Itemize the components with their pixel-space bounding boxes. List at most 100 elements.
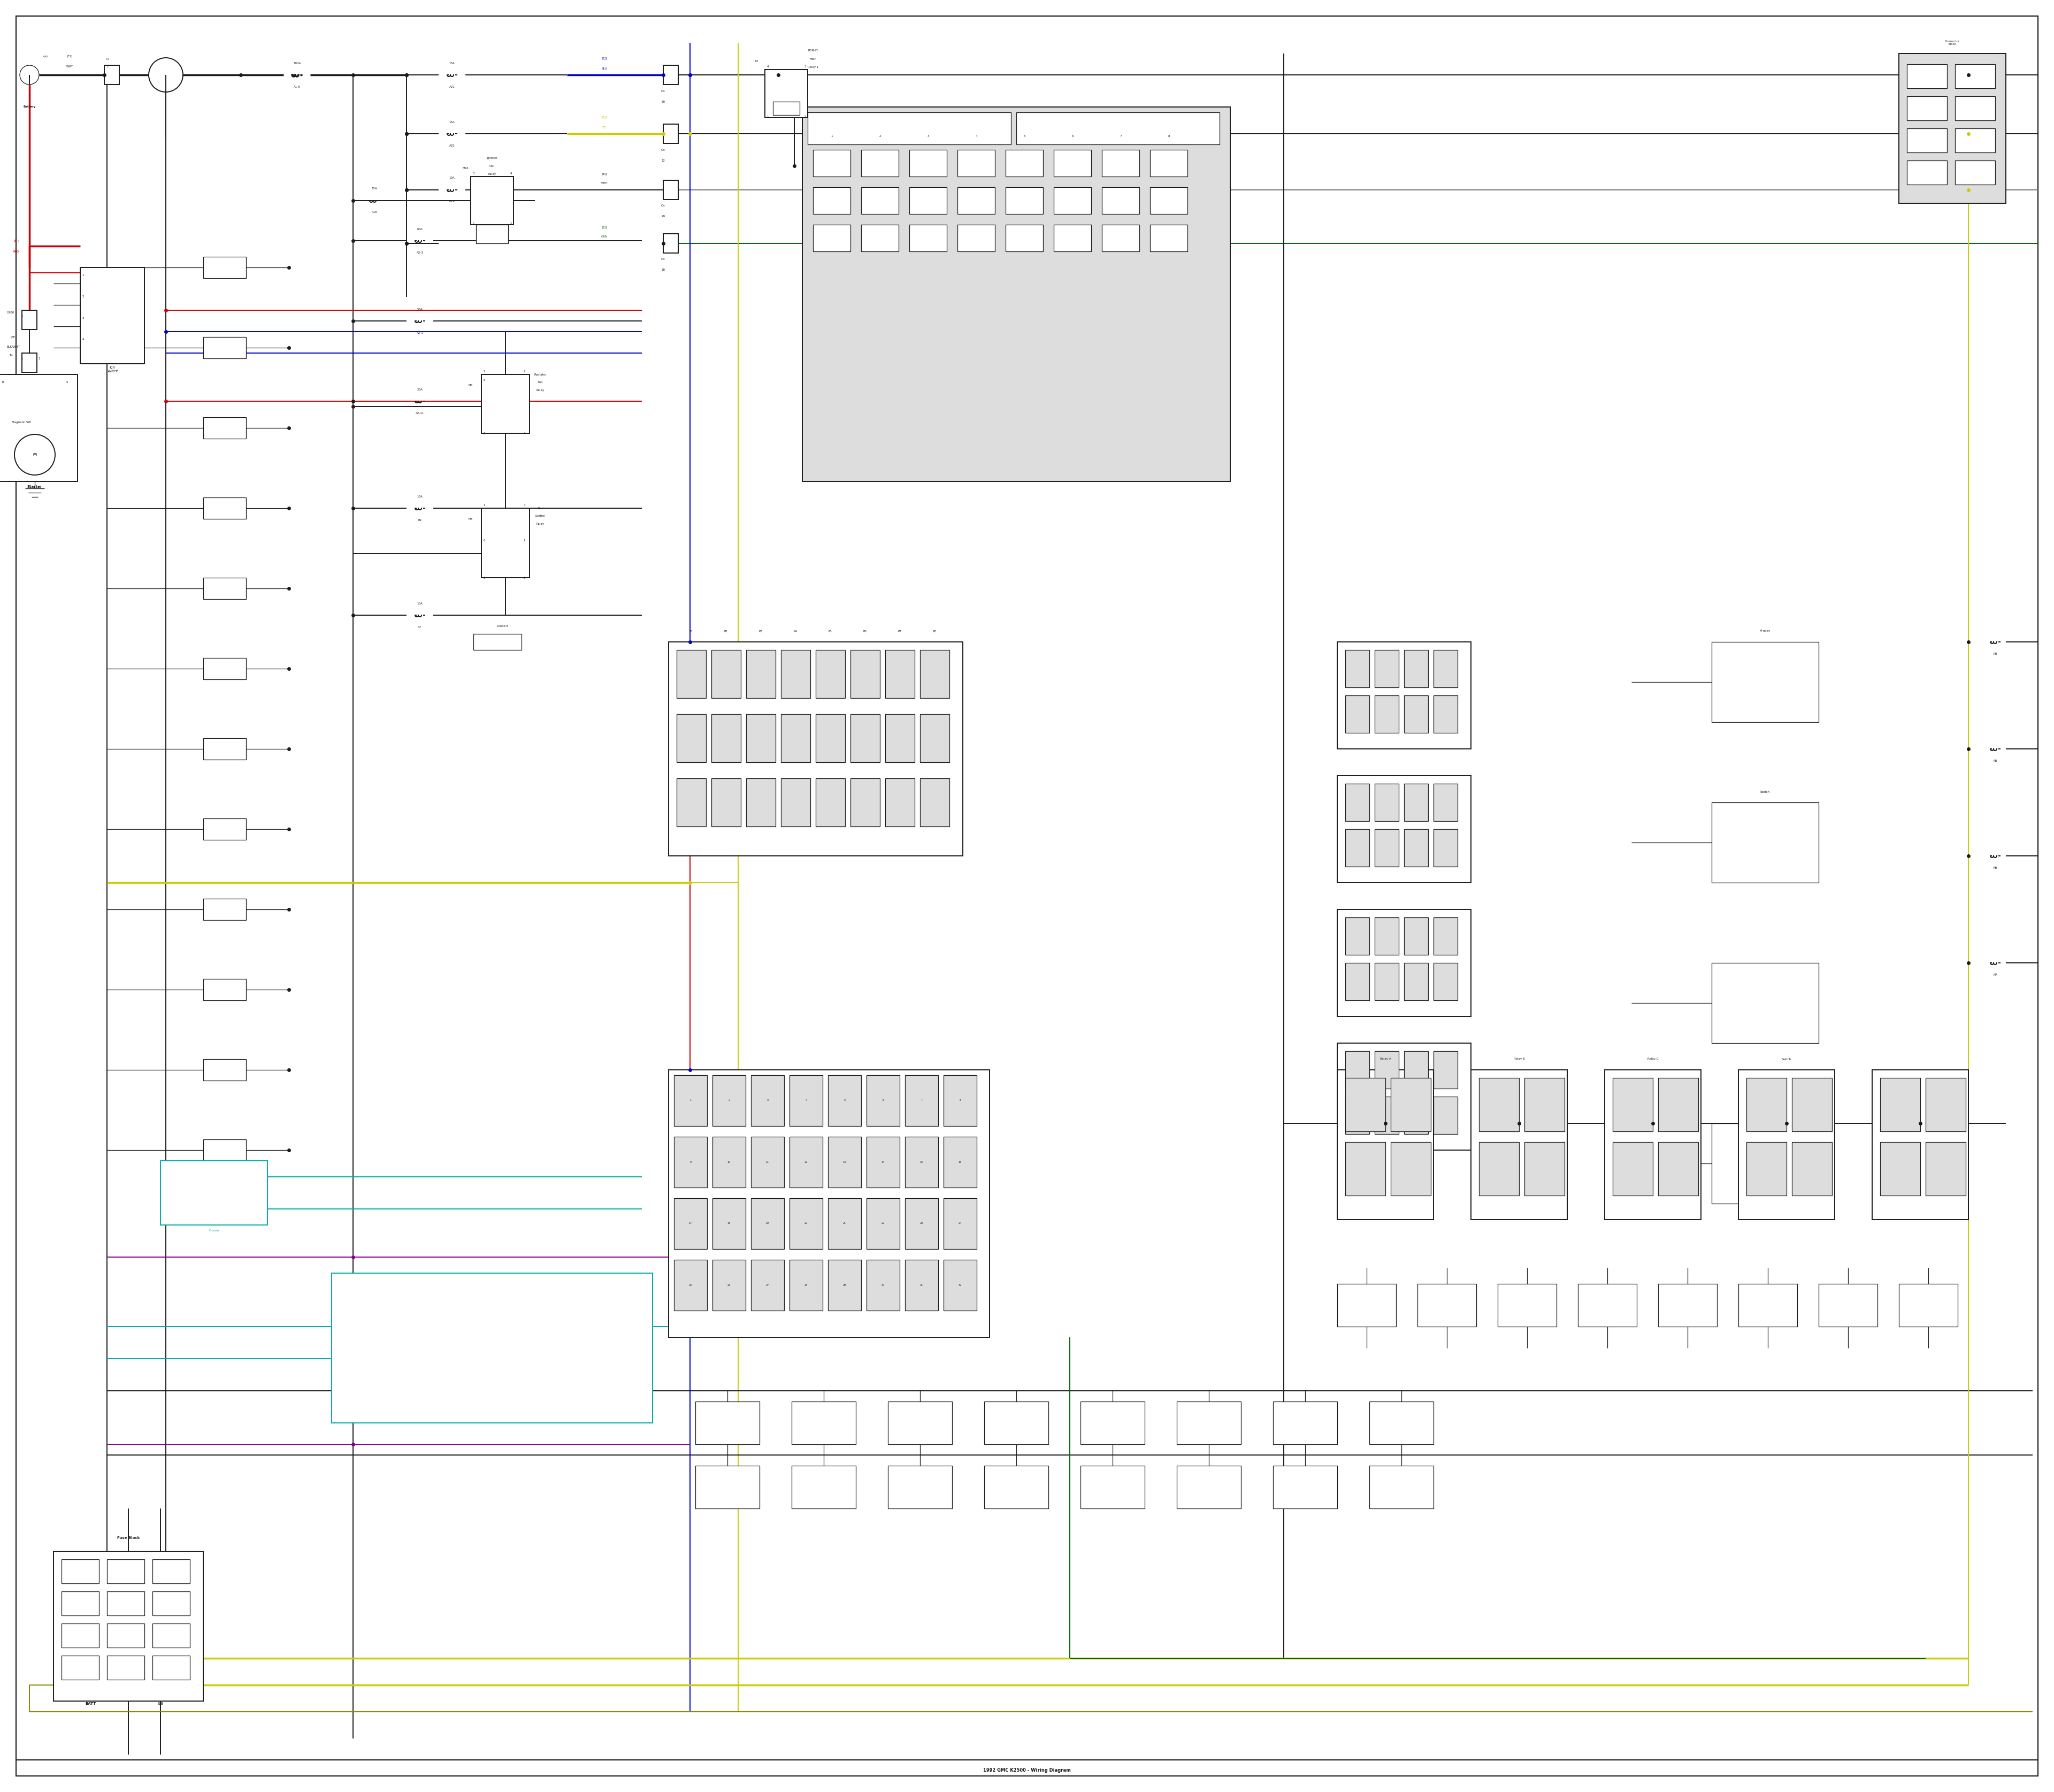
Bar [1434,783,1458,821]
Text: 23: 23 [920,1222,924,1224]
Text: [E-]: [E-] [14,240,18,242]
Bar [746,650,776,699]
Text: Fuse Block: Fuse Block [117,1536,140,1539]
Bar [1791,1077,1832,1131]
Bar [1405,962,1428,1000]
Bar [887,1401,953,1444]
Text: 16: 16 [959,1161,961,1163]
Bar [867,1199,900,1249]
Bar [23,353,37,373]
Bar [861,151,900,177]
Text: 27: 27 [766,1283,770,1287]
Bar [1524,1142,1565,1195]
Text: RED: RED [12,251,18,253]
Text: 15A: 15A [450,120,454,124]
Bar [1906,97,1947,120]
Bar [1374,830,1399,867]
Bar [1604,1070,1701,1220]
Bar [1955,161,1994,185]
Text: 10A: 10A [450,177,454,179]
Text: Relay: Relay [489,172,497,176]
Bar [746,778,776,826]
Text: S/B: S/B [158,1702,164,1706]
Text: Main: Main [809,57,817,61]
Text: Relay C: Relay C [1647,1057,1658,1061]
Bar [1345,1052,1370,1088]
Bar [807,113,1011,145]
Text: 12: 12 [805,1161,807,1163]
Bar [828,1199,861,1249]
Bar [107,1591,144,1615]
Text: N5: N5 [1992,760,1996,762]
Text: Coil: Coil [489,165,495,167]
Text: On: On [661,258,665,262]
Bar [663,124,678,143]
Text: 18: 18 [727,1222,731,1224]
Bar [0,375,78,482]
Text: Diode B: Diode B [497,625,509,627]
Bar [752,1136,785,1188]
Bar [62,1559,99,1584]
Text: T4: T4 [8,355,12,357]
Bar [331,1272,653,1423]
Text: M: M [33,453,37,457]
Text: L5: L5 [756,61,758,63]
Text: 17: 17 [688,1222,692,1224]
Bar [906,1199,939,1249]
Bar [957,151,994,177]
Bar [1405,695,1428,733]
Text: 60A: 60A [417,228,423,231]
Bar [1434,918,1458,955]
Bar [481,375,530,434]
Bar [1434,695,1458,733]
Bar [1405,783,1428,821]
Bar [828,1136,861,1188]
Bar [1101,224,1140,251]
Bar [203,898,246,919]
Text: 80: 80 [661,100,665,102]
Bar [910,186,947,213]
Bar [1434,962,1458,1000]
Text: Ignition: Ignition [487,156,497,159]
Text: On: On [661,149,665,151]
Bar [957,224,994,251]
Bar [1374,1052,1399,1088]
Bar [906,1260,939,1310]
Bar [1906,161,1947,185]
Text: N4: N4 [1992,652,1996,656]
Text: M-relay: M-relay [1760,629,1771,633]
Text: M8: M8 [468,518,472,520]
Bar [711,715,741,762]
Text: P2: P2 [725,629,727,633]
Bar [772,102,799,115]
Text: 22: 22 [881,1222,885,1224]
Text: P1: P1 [690,629,692,633]
Text: Magnetic SW: Magnetic SW [12,421,31,425]
Text: Fan: Fan [538,507,542,509]
Bar [828,1075,861,1125]
Bar [1955,65,1994,88]
Text: Starter: Starter [27,486,43,489]
Bar [203,498,246,520]
Bar [1658,1283,1717,1326]
Bar [1711,962,1818,1043]
Text: A22: A22 [450,143,454,147]
Bar [1273,1401,1337,1444]
Bar [1405,1097,1428,1134]
Text: 29: 29 [842,1283,846,1287]
Text: 32: 32 [959,1283,961,1287]
Bar [1345,783,1370,821]
Text: Connector
Block: Connector Block [1945,39,1960,45]
Text: Fan: Fan [538,382,542,383]
Text: GRN: GRN [602,235,608,238]
Text: 20A: 20A [417,389,423,391]
Bar [1150,224,1187,251]
Bar [910,151,947,177]
Text: [EJ]: [EJ] [602,226,606,229]
Bar [713,1075,746,1125]
Bar [203,738,246,760]
Bar [1101,186,1140,213]
Bar [789,1075,824,1125]
Bar [850,715,879,762]
Bar [470,177,514,224]
